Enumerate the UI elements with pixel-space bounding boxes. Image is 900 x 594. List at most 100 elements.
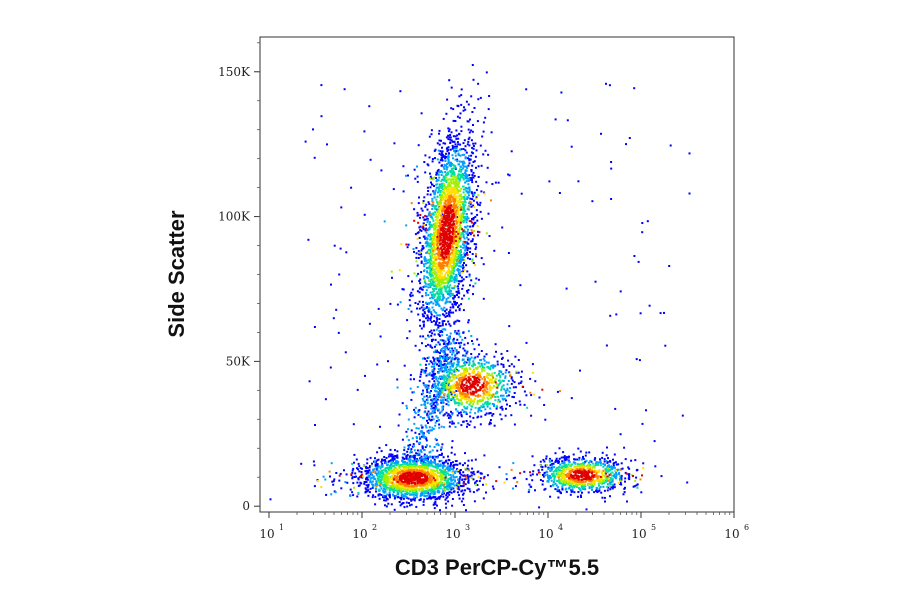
event-dot (562, 456, 565, 459)
event-dot (437, 391, 440, 394)
event-dot (330, 493, 333, 496)
event-dot (427, 432, 430, 435)
event-dot (577, 180, 580, 183)
event-dot (433, 233, 436, 236)
event-dot (423, 491, 426, 494)
event-dot (426, 414, 429, 417)
event-dot (402, 497, 405, 500)
event-dot (427, 387, 430, 390)
event-dot (360, 482, 363, 485)
event-dot (422, 325, 425, 328)
event-dot (449, 180, 452, 183)
event-dot (505, 478, 508, 481)
event-dot (435, 320, 438, 323)
event-dot (457, 280, 460, 283)
event-dot (443, 413, 446, 416)
event-dot (663, 311, 665, 314)
event-dot (465, 420, 468, 422)
event-dot (450, 379, 453, 382)
event-dot (431, 426, 434, 429)
event-dot (339, 247, 342, 250)
event-dot (458, 462, 461, 465)
event-dot (426, 302, 429, 305)
event-dot (547, 466, 550, 469)
event-dot (472, 204, 475, 207)
event-dot (442, 350, 445, 353)
event-dot (440, 293, 443, 296)
event-dot (450, 491, 453, 494)
event-dot (452, 468, 454, 471)
event-dot (455, 374, 458, 377)
event-dot (459, 217, 462, 220)
event-dot (579, 483, 582, 486)
event-dot (432, 495, 435, 498)
event-dot (386, 484, 389, 486)
event-dot (597, 463, 600, 466)
event-dot (454, 165, 457, 167)
event-dot (413, 272, 416, 275)
event-dot (455, 147, 458, 150)
event-dot (343, 469, 345, 472)
event-dot (430, 129, 433, 132)
event-dot (468, 131, 471, 134)
event-dot (431, 252, 434, 255)
event-dot (388, 453, 391, 456)
event-dot (426, 419, 428, 422)
event-dot (446, 485, 449, 488)
event-dot (457, 178, 460, 181)
event-dot (452, 108, 455, 111)
event-dot (414, 457, 416, 460)
event-dot (421, 295, 424, 298)
event-dot (472, 147, 475, 150)
event-dot (340, 206, 343, 209)
event-dot (432, 461, 435, 464)
event-dot (379, 466, 382, 469)
event-dot (430, 253, 433, 256)
event-dot (605, 454, 608, 457)
event-dot (458, 479, 461, 482)
event-dot (340, 487, 343, 490)
event-dot (429, 266, 432, 269)
event-dot (457, 221, 460, 224)
event-dot (430, 316, 433, 319)
event-dot (433, 243, 436, 246)
event-dot (476, 338, 479, 341)
event-dot (416, 454, 419, 457)
event-dot (456, 487, 459, 490)
event-dot (554, 118, 557, 121)
event-dot (457, 105, 460, 108)
event-dot (499, 376, 502, 379)
event-dot (625, 143, 627, 146)
event-dot (634, 459, 637, 462)
event-dot (443, 485, 445, 488)
event-dot (364, 487, 367, 490)
event-dot (474, 412, 477, 415)
event-dot (430, 278, 433, 281)
event-dot (443, 363, 446, 366)
event-dot (474, 363, 477, 366)
event-dot (498, 370, 501, 373)
event-dot (439, 195, 442, 198)
event-dot (562, 475, 565, 478)
event-dot (510, 150, 513, 153)
event-dot (456, 468, 459, 471)
event-dot (476, 201, 479, 204)
event-dot (588, 464, 590, 467)
event-dot (464, 186, 467, 189)
event-dot (487, 398, 490, 401)
event-dot (458, 488, 461, 491)
event-dot (411, 391, 414, 394)
event-dot (432, 482, 435, 485)
event-dot (364, 374, 366, 377)
event-dot (520, 192, 523, 195)
event-dot (419, 282, 422, 285)
event-dot (499, 374, 502, 377)
event-dot (447, 313, 450, 316)
event-dot (463, 397, 466, 400)
event-dot (421, 426, 424, 429)
event-dot (436, 318, 439, 321)
event-dot (444, 310, 446, 313)
event-dot (459, 175, 462, 178)
event-dot (437, 466, 439, 469)
event-dot (471, 164, 474, 167)
